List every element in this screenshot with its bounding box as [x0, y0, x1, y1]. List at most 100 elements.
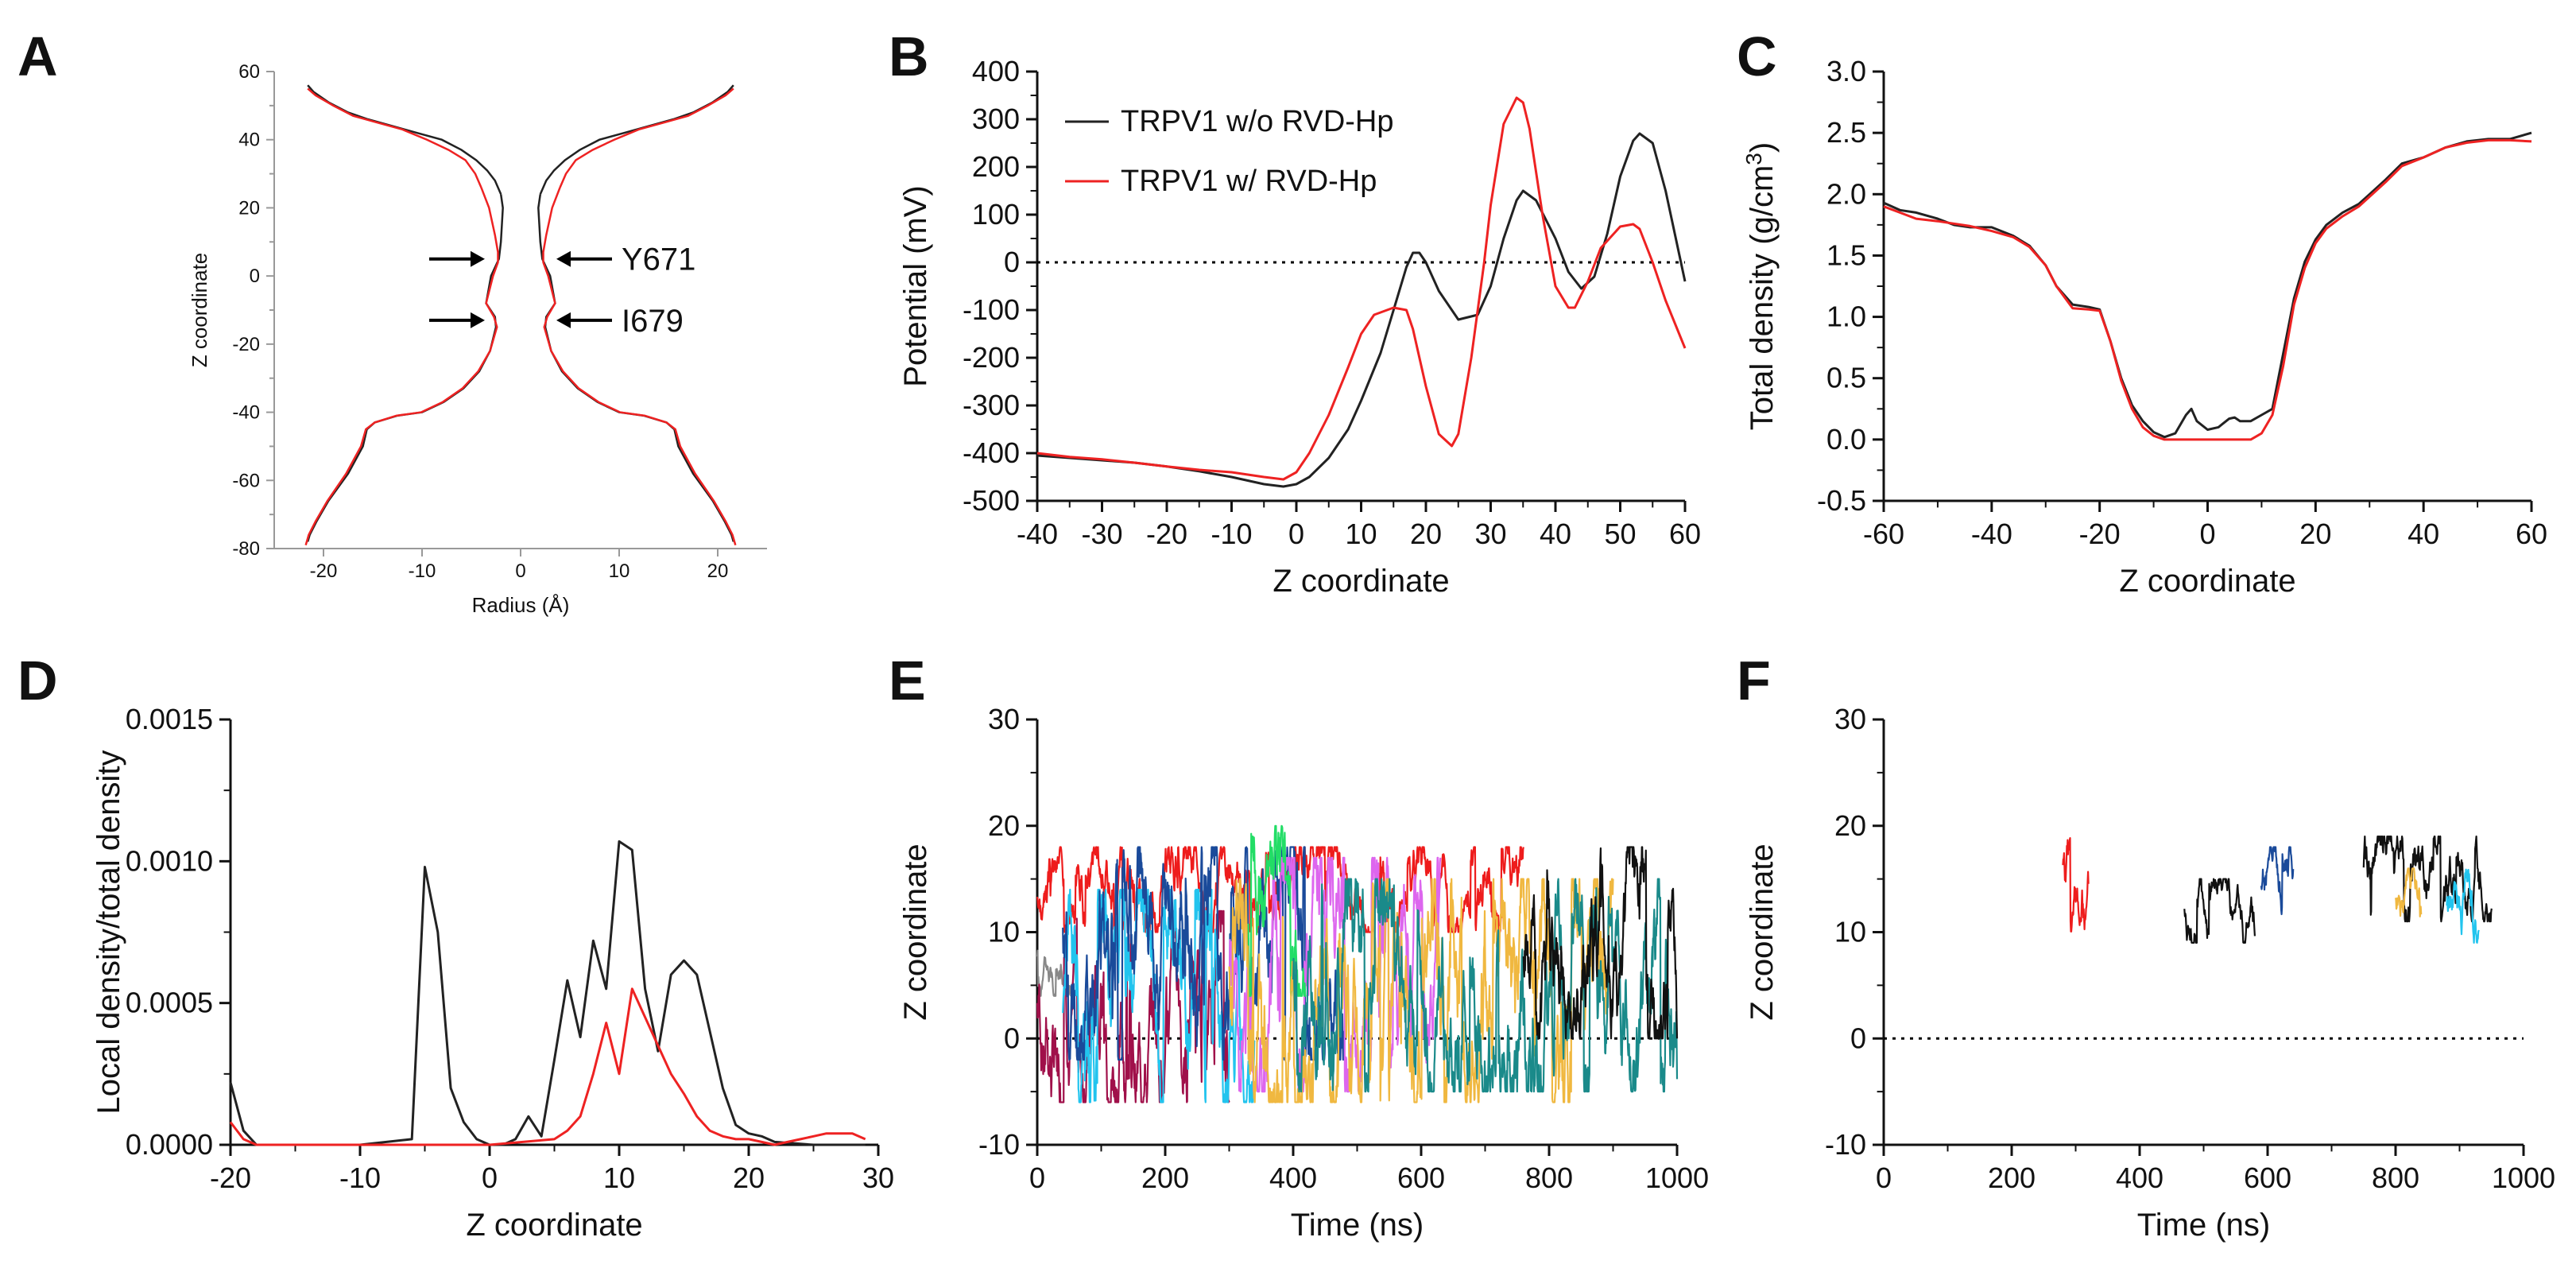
y-tick-label: 1.5 [1826, 238, 1866, 271]
y-axis-label: Z coordinate [1745, 843, 1780, 1020]
panel-letter-a: A [17, 25, 58, 87]
x-tick-label: 10 [609, 560, 630, 582]
x-axis-label: Z coordinate [2119, 564, 2295, 599]
x-axis-label: Z coordinate [1273, 564, 1449, 599]
x-axis-label: Time (ns) [2137, 1208, 2270, 1243]
x-tick-label: 60 [1669, 518, 1701, 550]
y-tick-label: -60 [232, 470, 260, 491]
x-tick-label: -20 [210, 1161, 251, 1194]
x-tick-label: -40 [1971, 518, 2012, 550]
x-tick-label: 200 [1141, 1161, 1189, 1194]
x-tick-label: 800 [2372, 1161, 2419, 1194]
series-line-left [307, 84, 502, 195]
series-line-violet [1228, 856, 1442, 1093]
panel-letter-c: C [1737, 25, 1777, 87]
x-tick-label: 50 [1604, 518, 1636, 550]
series-line-maroon [1036, 909, 1230, 1103]
x-axis-label: Time (ns) [1291, 1208, 1424, 1243]
panel-e: E 0 200 400 600 800 1000 -10 0 10 20 30 Time (ns) Z c… [889, 650, 1709, 1243]
y-axis-label-sup: 3 [1741, 153, 1766, 165]
panel-c: C -60 -40 -20 0 20 40 60 -0.5 0.0 0.5 1.0 1.5 2.0 2.5 3… [1737, 25, 2547, 599]
series-line-orange [2394, 867, 2423, 918]
y-tick-label: -10 [978, 1128, 1020, 1161]
x-tick-label: -20 [2079, 518, 2121, 550]
y-tick-label: 2.0 [1826, 177, 1866, 210]
series-line-black [2183, 878, 2256, 944]
series-line-right [559, 87, 734, 188]
x-tick-label: 10 [1345, 518, 1377, 550]
x-tick-label: 0 [1288, 518, 1304, 550]
y-axis-label-main: Total density (g/cm [1745, 165, 1780, 430]
annotation-label: Y671 [622, 242, 695, 277]
panel-a: A -20 -10 0 10 20 -80 -60 -40 -20 0 20 40 60 Radius (Å… [17, 25, 767, 617]
y-tick-label: -100 [963, 293, 1020, 326]
x-tick-label: 800 [1525, 1161, 1573, 1194]
series-line-left [307, 87, 482, 188]
y-tick-label: 0.0 [1826, 423, 1866, 456]
y-tick-label: -300 [963, 389, 1020, 421]
x-tick-label: 0 [515, 560, 525, 582]
panel-letter-f: F [1737, 650, 1771, 712]
panel-letter-b: B [889, 25, 929, 87]
x-tick-label: -40 [1017, 518, 1058, 550]
series-line-teal [1292, 878, 1679, 1093]
x-tick-label: 1000 [1645, 1161, 1709, 1194]
panel-letter-d: D [17, 650, 58, 712]
y-axis-label: Z coordinate [188, 253, 211, 368]
y-axis-label-close: ) [1745, 142, 1780, 153]
y-tick-label: 200 [972, 150, 1020, 183]
y-tick-label: -200 [963, 341, 1020, 374]
legend-label-wo: TRPV1 w/o RVD-Hp [1121, 105, 1394, 138]
series-line-trpv1-w-o-rvd-hp [229, 840, 866, 1146]
y-tick-label: 400 [972, 55, 1020, 87]
x-tick-label: 30 [1474, 518, 1506, 550]
series-line-left [306, 194, 504, 542]
series-line-red [2062, 836, 2090, 933]
series-line-trpv1-w-rvd-hp [229, 987, 866, 1146]
panel-d: D -20 -10 0 10 20 30 0.0000 0.0005 0.0010 0.0015 Z … [17, 650, 894, 1243]
y-tick-label: 0 [1850, 1022, 1866, 1054]
y-tick-label: 20 [1834, 809, 1866, 842]
x-tick-label: 600 [1397, 1161, 1445, 1194]
series-line-navy [1062, 846, 1346, 1061]
y-tick-label: 0.5 [1826, 362, 1866, 394]
y-tick-label: 1.0 [1826, 301, 1866, 333]
x-tick-label: 20 [707, 560, 729, 582]
y-tick-label: 10 [1834, 916, 1866, 948]
y-tick-label: 20 [988, 809, 1020, 842]
x-tick-label: -20 [310, 560, 338, 582]
x-tick-label: -10 [1211, 518, 1252, 550]
x-axis-label: Radius (Å) [472, 593, 570, 617]
y-tick-label: 100 [972, 198, 1020, 231]
y-axis-label: Z coordinate [898, 843, 933, 1020]
legend-label-w: TRPV1 w/ RVD-Hp [1121, 165, 1377, 198]
annotation-label: I679 [622, 304, 684, 339]
y-tick-label: -400 [963, 436, 1020, 469]
x-tick-label: -10 [409, 560, 436, 582]
x-tick-label: 30 [862, 1161, 894, 1194]
x-tick-label: 20 [1410, 518, 1442, 550]
y-tick-label: 0.0005 [126, 987, 213, 1019]
y-tick-label: 0 [1004, 1022, 1020, 1054]
y-tick-label: 0.0000 [126, 1128, 213, 1161]
x-tick-label: 0 [2199, 518, 2215, 550]
arrow-right-head [556, 312, 571, 328]
y-axis-label: Total density (g/cm3) [1741, 142, 1780, 430]
panel-f: F 0 200 400 600 800 1000 -10 0 10 20 30 Time (ns) Z c… [1737, 650, 2555, 1243]
x-tick-label: 600 [2244, 1161, 2291, 1194]
series-line-trpv1-w-rvd-hp [1036, 96, 1687, 481]
y-tick-label: 300 [972, 103, 1020, 135]
x-tick-label: -30 [1081, 518, 1122, 550]
y-tick-label: 60 [238, 61, 260, 83]
y-tick-label: 20 [238, 197, 260, 219]
series-line-black [1522, 846, 1679, 1040]
y-tick-label: 0 [1004, 246, 1020, 278]
y-axis-label: Local density/total density [91, 750, 126, 1114]
y-tick-label: 30 [1834, 703, 1866, 735]
y-tick-label: -500 [963, 484, 1020, 517]
series-line-right [539, 84, 734, 195]
x-tick-label: 0 [1876, 1161, 1892, 1194]
arrow-left-head [471, 312, 485, 328]
x-tick-label: 400 [2116, 1161, 2163, 1194]
